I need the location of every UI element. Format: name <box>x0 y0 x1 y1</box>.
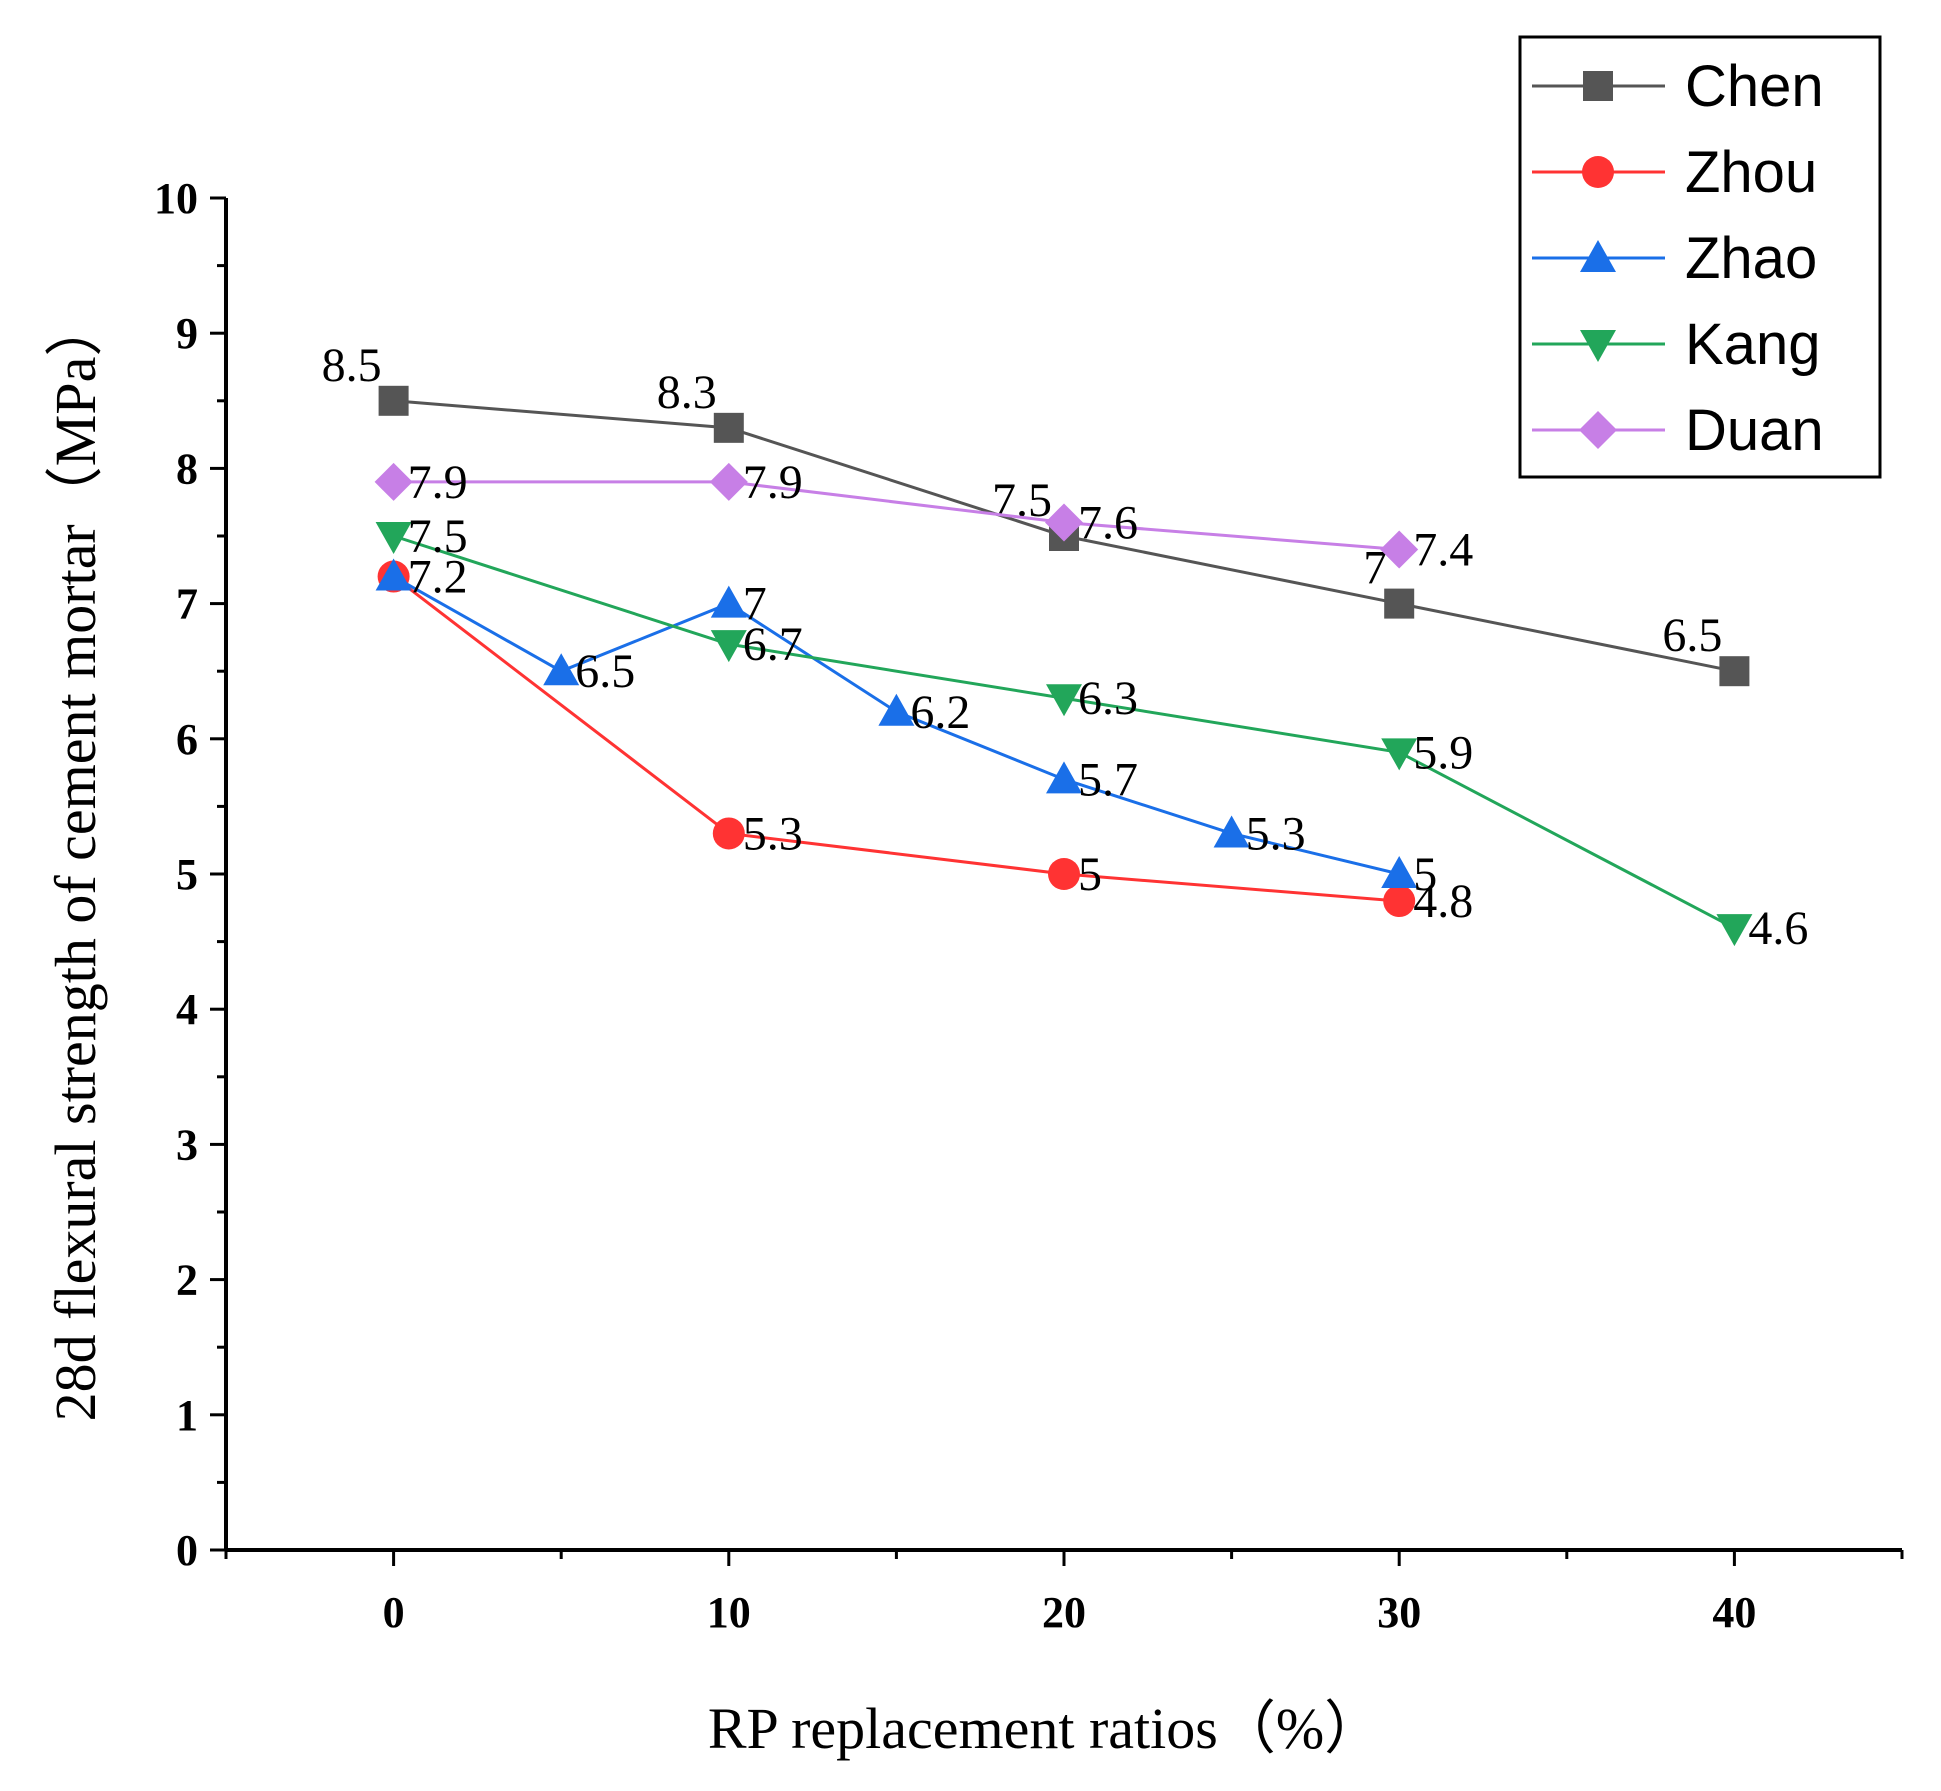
y-tick-label: 5 <box>176 850 198 899</box>
data-point-zhou <box>1048 858 1080 890</box>
y-tick-label: 9 <box>176 309 198 358</box>
data-point-duan <box>709 462 748 501</box>
data-label-zhao: 7.2 <box>408 551 468 604</box>
data-point-chen <box>713 412 744 443</box>
series-zhao: 7.2 6.5 7 6.2 5.7 5.3 5 <box>375 551 1437 901</box>
data-point-zhou <box>1383 885 1416 918</box>
y-tick-label: 3 <box>176 1120 198 1169</box>
data-label-chen: 8.5 <box>322 339 382 392</box>
y-tick-label: 0 <box>176 1526 198 1575</box>
series-zhou: 5.354.8 <box>377 560 1473 928</box>
data-point-kang <box>375 522 412 554</box>
x-tick-label: 40 <box>1712 1588 1756 1637</box>
series-line-zhou <box>392 575 1400 903</box>
data-label-kang: 5.9 <box>1413 726 1473 779</box>
data-point-duan <box>1045 503 1083 542</box>
data-point-zhao <box>710 585 747 618</box>
data-point-zhao <box>375 558 412 591</box>
data-label-zhao: 5.3 <box>1246 807 1306 860</box>
data-label-zhao: 5.7 <box>1078 753 1138 806</box>
data-label-zhao: 6.5 <box>575 645 635 698</box>
x-tick-label: 20 <box>1042 1588 1086 1637</box>
series-duan: 7.9 7.9 7.6 7.4 <box>374 456 1473 577</box>
data-label-zhou: 4.8 <box>1413 875 1473 928</box>
data-point-chen <box>1719 656 1750 687</box>
data-point-kang <box>1381 738 1418 771</box>
x-tick-label: 10 <box>707 1588 751 1637</box>
data-label-kang: 4.6 <box>1748 902 1808 955</box>
data-point-duan <box>374 462 413 501</box>
y-tick-label: 6 <box>176 715 198 764</box>
data-label-chen: 6.5 <box>1662 609 1722 662</box>
y-tick-label: 1 <box>176 1391 198 1440</box>
data-label-kang: 6.3 <box>1078 672 1138 725</box>
legend-label-zhou: Zhou <box>1685 140 1817 205</box>
plot-area: 8.58.37.576.55.354.87.26.576.25.75.357.5… <box>322 339 1809 955</box>
data-label-duan: 7.4 <box>1413 524 1473 577</box>
data-point-zhao <box>1213 815 1250 848</box>
data-point-zhao <box>1046 761 1082 794</box>
legend-marker-kang <box>1580 330 1616 362</box>
data-label-zhao: 7 <box>743 578 767 631</box>
legend-marker-zhou <box>1582 156 1614 188</box>
legend-label-duan: Duan <box>1685 398 1824 463</box>
y-axis-title: 28d flexural strength of cement mortar（M… <box>43 299 108 1422</box>
series-chen: 8.5 8.3 7.5 7 6.5 <box>322 339 1750 687</box>
y-tick-label: 7 <box>176 580 198 629</box>
data-point-zhao <box>543 653 580 686</box>
data-point-kang <box>1716 914 1753 947</box>
series-kang: 7.5 6.7 6.3 5.9 4.6 <box>375 510 1808 955</box>
legend-marker-duan <box>1579 411 1617 449</box>
x-axis-title: RP replacement ratios（%） <box>708 1696 1382 1761</box>
legend-marker-chen <box>1583 71 1613 101</box>
series-line-duan <box>393 480 1400 552</box>
x-tick-label: 30 <box>1377 1588 1421 1637</box>
legend-label-zhao: Zhao <box>1685 226 1817 291</box>
data-point-zhou <box>712 817 745 850</box>
legend: Chen Zhou Zhao Kang Duan <box>1518 35 1882 479</box>
data-label-duan: 7.9 <box>408 456 468 509</box>
data-label-duan: 7.9 <box>743 456 803 509</box>
legend-marker-zhao <box>1580 240 1616 272</box>
data-point-chen <box>1384 588 1415 619</box>
data-label-zhao: 5 <box>1413 848 1437 901</box>
data-label-kang: 7.5 <box>408 510 468 563</box>
data-point-zhao <box>878 693 915 726</box>
data-point-kang <box>1046 684 1082 717</box>
data-label-zhou: 5.3 <box>743 807 803 860</box>
data-label-duan: 7.6 <box>1078 496 1138 549</box>
data-point-chen <box>378 385 409 416</box>
data-label-chen: 8.3 <box>657 366 717 419</box>
y-tick-label: 4 <box>176 985 198 1034</box>
data-label-zhao: 6.2 <box>910 686 970 739</box>
y-tick-label: 2 <box>176 1256 198 1305</box>
data-point-zhao <box>1381 856 1418 888</box>
y-tick-label: 8 <box>176 444 198 493</box>
data-point-kang <box>710 630 747 663</box>
data-point-duan <box>1380 530 1419 569</box>
data-label-zhou: 5 <box>1078 848 1102 901</box>
y-tick-label: 10 <box>154 174 198 223</box>
legend-label-chen: Chen <box>1685 54 1824 119</box>
x-tick-label: 0 <box>383 1588 405 1637</box>
legend-label-kang: Kang <box>1685 312 1820 377</box>
axes: 0 1 2 3 4 5 6 7 8 9 10 0 10 20 30 40 <box>154 174 1904 1637</box>
data-label-kang: 6.7 <box>743 618 803 671</box>
